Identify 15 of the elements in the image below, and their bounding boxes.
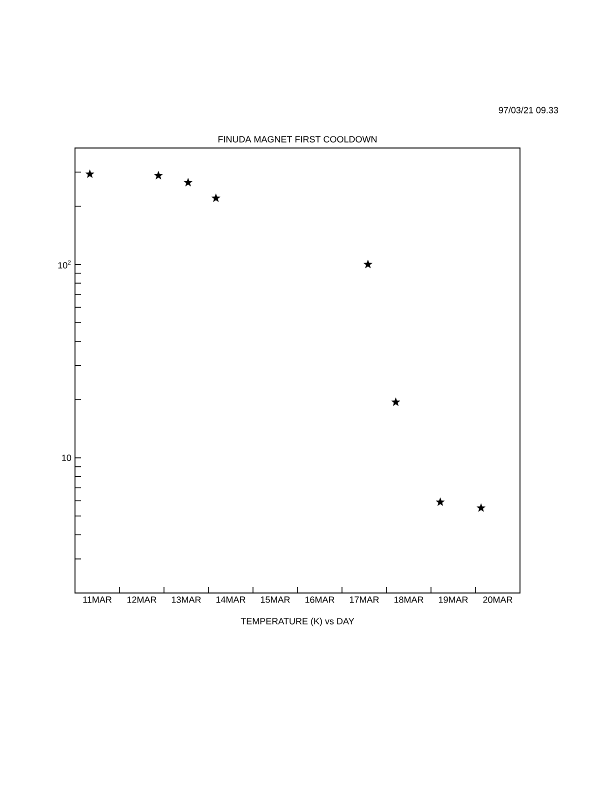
- y-tick-label: 10$^{2}$: [58, 260, 71, 268]
- x-tick-label: 11MAR: [83, 596, 112, 603]
- x-tick-label: 20MAR: [483, 596, 512, 603]
- y-tick-label: 10: [62, 454, 72, 462]
- x-tick-label: 16MAR: [305, 596, 334, 603]
- x-axis-title: TEMPERATURE (K) vs DAY: [240, 618, 354, 626]
- x-tick-label: 13MAR: [172, 596, 201, 603]
- x-tick-label: 19MAR: [438, 596, 468, 603]
- x-tick-label: 18MAR: [394, 596, 424, 603]
- x-tick-label: 14MAR: [216, 596, 246, 603]
- x-tick-label: 17MAR: [350, 596, 379, 603]
- chart-title: FINUDA MAGNET FIRST COOLDOWN: [218, 136, 377, 142]
- text: 97/03/21 09.33: [498, 106, 558, 114]
- x-tick-label: 12MAR: [127, 596, 156, 603]
- x-tick-label: 15MAR: [260, 596, 290, 603]
